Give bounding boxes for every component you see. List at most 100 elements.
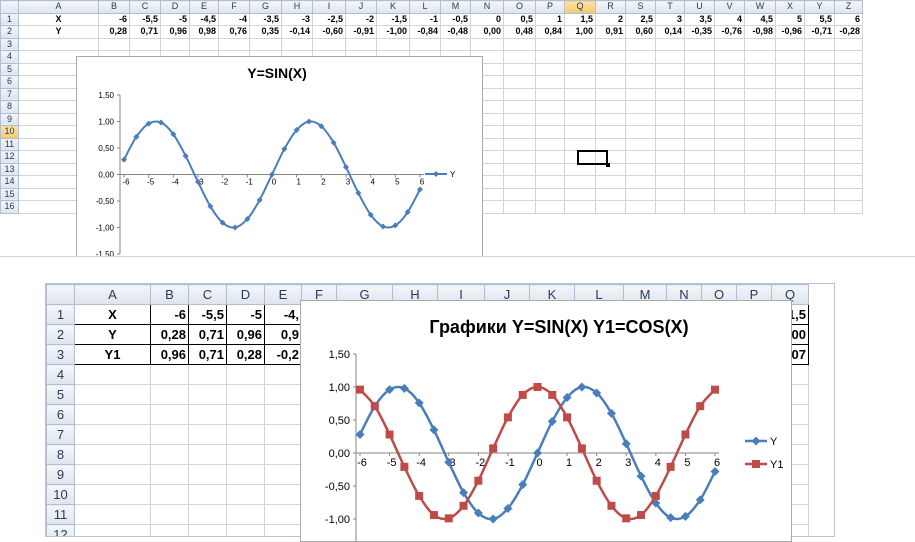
data-point[interactable] [145,120,152,127]
cell[interactable]: 0,48 [503,25,536,39]
cell[interactable] [18,37,99,51]
cell[interactable]: Y [18,25,99,39]
data-point[interactable] [170,131,177,138]
data-point[interactable] [429,511,438,520]
column-header-p[interactable]: P [535,0,565,14]
cell[interactable] [264,464,302,485]
cell[interactable] [74,364,151,385]
cell[interactable]: -3,5 [249,12,282,26]
cell[interactable] [775,150,805,164]
data-point[interactable] [666,462,675,471]
row-header-7[interactable]: 7 [46,424,75,445]
cell[interactable] [625,87,656,101]
cell[interactable] [188,384,227,405]
cell[interactable] [595,87,626,101]
cell[interactable] [775,125,805,139]
cell[interactable] [714,200,745,214]
data-point[interactable] [414,398,424,408]
cell[interactable] [440,37,471,51]
row-header-12[interactable]: 12 [0,150,19,164]
row-header-2[interactable]: 2 [46,324,75,345]
cell[interactable] [804,112,835,126]
column-header-g[interactable]: G [249,0,282,14]
data-point[interactable] [592,388,602,398]
cell[interactable] [625,200,656,214]
data-point[interactable] [356,385,364,394]
cell[interactable] [625,112,656,126]
cell[interactable] [595,62,626,76]
cell[interactable] [744,100,776,114]
cell[interactable] [834,37,863,51]
data-point[interactable] [370,402,379,411]
cell[interactable]: -0,35 [684,25,715,39]
row-header-1[interactable]: 1 [46,304,75,325]
cell[interactable] [503,200,536,214]
row-header-8[interactable]: 8 [0,100,19,114]
cell[interactable] [564,125,596,139]
cell[interactable] [264,384,302,405]
data-point[interactable] [400,462,409,471]
cell[interactable] [564,62,596,76]
cell[interactable] [188,484,227,505]
cell[interactable]: -4,5 [189,12,219,26]
cell[interactable] [264,484,302,505]
cell[interactable] [74,384,151,405]
column-header-a[interactable]: A [18,0,99,14]
cell[interactable] [264,364,302,385]
cell[interactable] [775,162,805,176]
cell[interactable] [834,50,863,64]
data-point[interactable] [281,146,288,153]
data-point[interactable] [562,393,572,403]
cell[interactable] [714,150,745,164]
column-header-b[interactable]: B [98,0,130,14]
cell[interactable] [595,137,626,151]
cell[interactable] [744,162,776,176]
data-point[interactable] [577,382,587,392]
column-header-o[interactable]: O [701,284,737,305]
cell[interactable] [744,112,776,126]
cell[interactable]: 4 [714,12,745,26]
cell[interactable]: -6 [98,12,130,26]
cell[interactable] [226,364,265,385]
cell[interactable] [655,112,685,126]
cell[interactable]: -5,5 [188,304,227,325]
cell[interactable] [655,62,685,76]
cell[interactable] [535,187,565,201]
cell[interactable]: -2,5 [312,12,346,26]
data-point[interactable] [547,416,557,426]
cell[interactable]: 0,98 [189,25,219,39]
cell[interactable]: -1,5 [376,12,410,26]
cell[interactable] [564,100,596,114]
cell[interactable] [655,200,685,214]
cell[interactable]: 4,5 [744,12,776,26]
cell[interactable] [834,112,863,126]
cell[interactable]: -5 [160,12,190,26]
cell[interactable] [226,424,265,445]
cell[interactable] [503,37,536,51]
data-point[interactable] [444,514,453,523]
cell[interactable] [744,125,776,139]
cell[interactable] [503,162,536,176]
row-header-6[interactable]: 6 [0,75,19,89]
row-header-12[interactable]: 12 [46,524,75,536]
cell[interactable] [775,175,805,189]
cell[interactable] [775,200,805,214]
data-point[interactable] [563,413,572,422]
cell[interactable] [684,162,715,176]
cell[interactable]: -0,28 [834,25,863,39]
data-point[interactable] [474,476,483,485]
cell[interactable]: -0,91 [345,25,377,39]
data-point[interactable] [182,152,189,159]
cell[interactable] [804,75,835,89]
cell[interactable] [625,75,656,89]
cell[interactable]: 1 [535,12,565,26]
cell[interactable] [564,75,596,89]
cell[interactable] [775,137,805,151]
cell[interactable] [714,75,745,89]
cell[interactable] [775,62,805,76]
cell[interactable] [470,37,504,51]
cell[interactable]: 6 [834,12,863,26]
cell[interactable] [744,200,776,214]
cell[interactable]: 0,60 [625,25,656,39]
cell[interactable] [834,162,863,176]
